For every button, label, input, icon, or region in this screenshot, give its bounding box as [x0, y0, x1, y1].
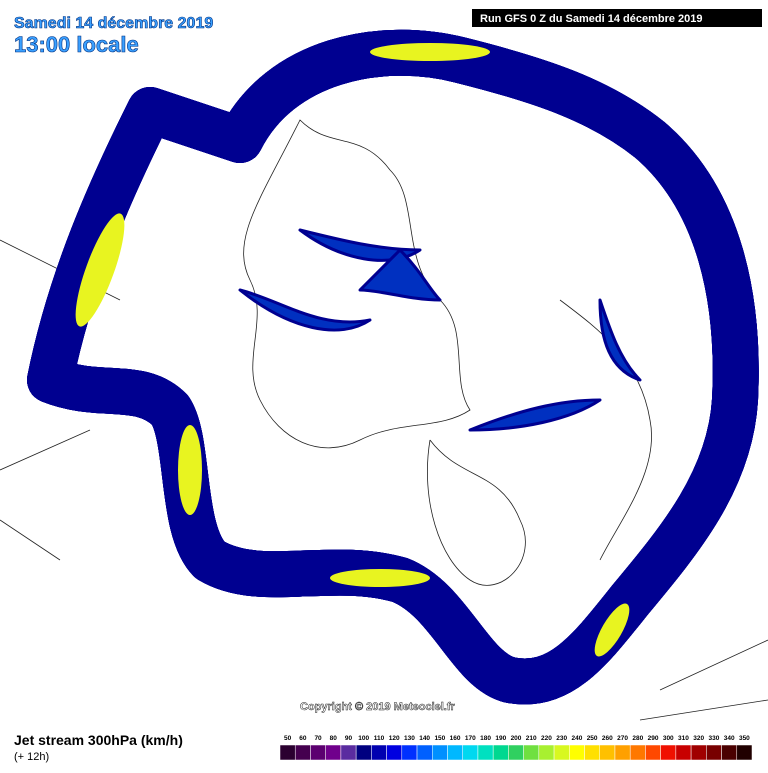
scale-swatch: [736, 744, 753, 761]
scale-label: 90: [345, 735, 353, 742]
scale-label: 210: [526, 735, 537, 742]
scale-label: 200: [511, 735, 522, 742]
forecast-lead: (+ 12h): [14, 751, 49, 763]
scale-swatch: [355, 744, 372, 761]
scale-label: 140: [419, 735, 430, 742]
scale-label: 240: [571, 735, 582, 742]
scale-label: 110: [374, 735, 385, 742]
scale-label: 190: [495, 735, 506, 742]
scale-label: 80: [330, 735, 338, 742]
scale-swatch: [675, 744, 692, 761]
scale-swatch: [706, 744, 722, 761]
scale-swatch: [523, 744, 540, 761]
scale-label: 220: [541, 735, 552, 742]
scale-swatch: [553, 744, 570, 761]
scale-swatch: [462, 744, 479, 761]
scale-swatch: [477, 744, 494, 761]
scale-label: 340: [724, 735, 735, 742]
scale-swatch: [569, 744, 585, 761]
scale-swatch: [492, 744, 509, 761]
scale-swatch: [294, 744, 311, 761]
scale-swatch: [279, 744, 296, 761]
legend-title: Jet stream 300hPa (km/h): [14, 732, 183, 748]
scale-label: 270: [617, 735, 628, 742]
scale-swatch: [660, 744, 677, 761]
scale-swatch: [401, 744, 418, 761]
scale-label: 260: [602, 735, 613, 742]
scale-swatch: [599, 744, 616, 761]
scale-label: 70: [314, 735, 322, 742]
scale-swatch: [371, 744, 387, 761]
scale-swatch: [645, 744, 661, 761]
scale-label: 130: [404, 735, 415, 742]
header: Samedi 14 décembre 2019 13:00 locale Run…: [14, 9, 762, 57]
scale-swatch: [310, 744, 326, 761]
copyright: Copyright © 2019 Meteociel.fr: [300, 701, 456, 713]
scale-swatch: [721, 744, 738, 761]
scale-label: 230: [556, 735, 567, 742]
scale-swatch: [325, 744, 342, 761]
scale-label: 50: [284, 735, 292, 742]
scale-swatch: [538, 744, 555, 761]
scale-swatch: [508, 744, 524, 761]
run-label: Run GFS 0 Z du Samedi 14 décembre 2019: [480, 13, 703, 25]
scale-swatch: [416, 744, 433, 761]
scale-label: 100: [358, 735, 369, 742]
map-time: 13:00 locale: [14, 32, 139, 57]
scale-label: 150: [434, 735, 445, 742]
scale-label: 60: [299, 735, 307, 742]
scale-swatch: [614, 744, 631, 761]
scale-swatch: [386, 744, 403, 761]
scale-label: 180: [480, 735, 491, 742]
scale-label: 300: [663, 735, 674, 742]
scale-label: 320: [693, 735, 704, 742]
scale-label: 120: [389, 735, 400, 742]
scale-swatch: [340, 744, 357, 761]
scale-swatch: [690, 744, 707, 761]
run-box: [472, 9, 762, 27]
scale-swatch: [629, 744, 646, 761]
scale-swatch: [447, 744, 463, 761]
scale-label: 330: [709, 735, 720, 742]
scale-label: 170: [465, 735, 476, 742]
scale-label: 280: [632, 735, 643, 742]
scale-label: 310: [678, 735, 689, 742]
scale-label: 350: [739, 735, 750, 742]
legend: Jet stream 300hPa (km/h) (+ 12h) 50 60 70 8…: [14, 732, 753, 763]
scale-swatch: [432, 744, 448, 761]
scale-label: 290: [648, 735, 659, 742]
scale-swatch: [584, 744, 600, 761]
scale-label: 160: [450, 735, 461, 742]
jet-stream: [27, 43, 736, 682]
scale-label: 250: [587, 735, 598, 742]
map-date: Samedi 14 décembre 2019: [14, 15, 213, 32]
